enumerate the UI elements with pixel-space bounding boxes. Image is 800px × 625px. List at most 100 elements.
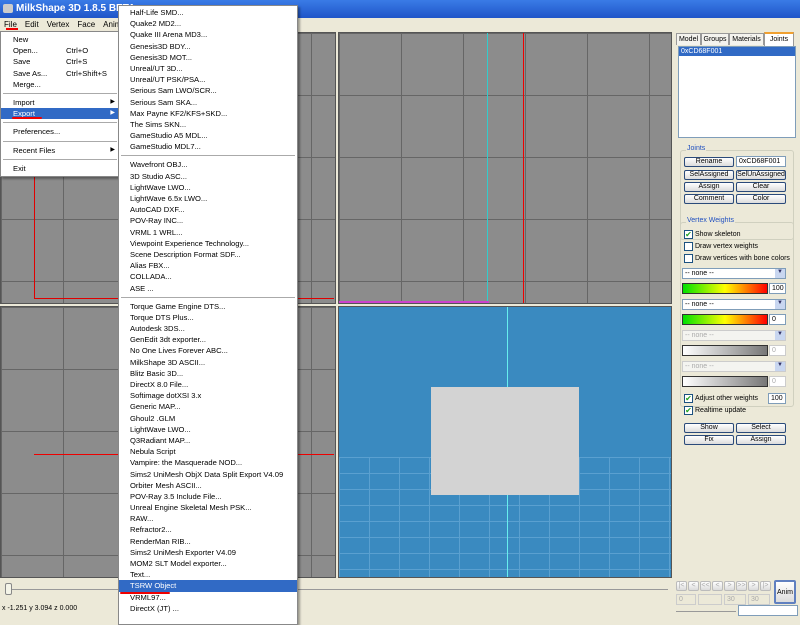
export-item[interactable]: Generic MAP... [130,402,181,412]
joint-list[interactable]: 0xCD68F001 [678,46,796,138]
export-item[interactable]: DirectX (JT) ... [130,603,179,613]
export-item[interactable]: AutoCAD DXF... [130,205,185,215]
tab-groups[interactable]: Groups [701,33,729,45]
weight-input[interactable]: 0 [769,376,786,387]
file-menu-item[interactable]: Import ▶ [1,97,119,108]
select-button[interactable]: Select [736,423,786,433]
export-item[interactable]: LightWave LWO... [130,424,191,434]
export-item[interactable]: No One Lives Forever ABC... [130,346,228,356]
export-item[interactable]: Ghoul2 .GLM [130,413,176,423]
weight-slider[interactable] [682,376,768,387]
frame-field[interactable]: 0 [676,594,696,605]
chevron-down-icon[interactable]: ▼ [775,300,785,309]
anim-button[interactable]: Anim [774,580,796,604]
file-menu-item[interactable]: Open... Ctrl+O [1,45,119,56]
anim-control-button[interactable]: |< [676,581,687,591]
assign-weights-button[interactable]: Assign [736,435,786,445]
export-item[interactable]: VRML 1 WRL... [130,227,183,237]
export-item[interactable]: Q3Radiant MAP... [130,435,191,445]
bone-select[interactable]: -- none -- [682,361,786,372]
show-button[interactable]: Show [684,423,734,433]
file-menu-item[interactable]: Exit [1,163,119,174]
file-menu-item[interactable]: Save As... Ctrl+Shift+S [1,68,119,79]
export-item[interactable]: Blitz Basic 3D... [130,368,184,378]
chevron-down-icon[interactable]: ▼ [775,331,785,340]
export-item[interactable]: LightWave LWO... [130,182,191,192]
draw-bone-colors-checkbox[interactable]: Draw vertices with bone colors [684,254,790,263]
export-item[interactable]: GenEdit 3dt exporter... [130,335,206,345]
export-item[interactable]: Softimage dotXSI 3.x [130,391,202,401]
joint-name-input[interactable]: 0xCD68F001 [736,156,786,167]
anim-control-button[interactable]: >> [736,581,747,591]
export-item[interactable]: Alias FBX... [130,261,170,271]
export-item[interactable]: MOM2 SLT Model exporter... [130,559,227,568]
file-menu-item[interactable]: Recent Files ▶ [1,145,119,156]
timeline-slider-thumb[interactable] [5,583,12,595]
export-item[interactable]: VRML97... [130,592,166,602]
weight-input[interactable]: 0 [769,345,786,356]
sel-unassigned-button[interactable]: SelUnAssigned [736,170,786,180]
export-item[interactable]: Max Payne KF2/KFS+SKD... [130,108,228,118]
export-item[interactable]: Genesis3D MOT... [130,52,193,62]
tab-materials[interactable]: Materials [729,33,764,45]
checkbox-icon[interactable]: ✔ [684,394,693,403]
export-item[interactable]: Unreal/UT 3D... [130,63,183,73]
draw-vertex-weights-checkbox[interactable]: Draw vertex weights [684,242,758,251]
export-item[interactable]: Unreal/UT PSK/PSA... [130,75,206,85]
fix-button[interactable]: Fix [684,435,734,445]
assign-button[interactable]: Assign [684,182,734,192]
export-item[interactable]: Quake III Arena MD3... [130,30,208,40]
chevron-down-icon[interactable]: ▼ [775,362,785,371]
export-item[interactable]: Wavefront OBJ... [130,160,188,170]
export-item[interactable]: Torque Game Engine DTS... [130,301,226,311]
menu-file[interactable]: File [4,20,17,29]
export-item[interactable]: Torque DTS Plus... [130,312,194,322]
export-item[interactable]: MilkShape 3D ASCII... [130,357,206,367]
clear-button[interactable]: Clear [736,182,786,192]
file-menu-item[interactable]: Preferences... [1,126,119,137]
export-item[interactable]: RAW... [130,514,154,524]
export-item[interactable]: Quake2 MD2... [130,19,182,29]
menu-face[interactable]: Face [77,20,96,29]
speed-slider[interactable] [676,611,736,612]
weight-slider[interactable] [682,345,768,356]
export-item[interactable]: Nebula Script [130,447,176,457]
export-item[interactable]: Scene Description Format SDF... [130,249,241,259]
viewport-side[interactable] [338,32,672,304]
comment-button[interactable]: Comment [684,194,734,204]
anim-control-button[interactable]: << [700,581,711,591]
bone-select[interactable]: -- none -- [682,330,786,341]
export-item[interactable]: Serious Sam SKA... [130,97,198,107]
weight-slider[interactable] [682,314,768,325]
export-item[interactable]: Sims2 UniMesh ObjX Data Split Export V4.… [130,469,284,479]
adjust-weight-input[interactable]: 100 [768,393,786,404]
show-skeleton-checkbox[interactable]: ✔ Show skeleton [684,230,741,239]
menu-anim[interactable]: Anim [103,20,122,29]
export-item[interactable]: DirectX 8.0 File... [130,380,189,389]
export-item[interactable]: Autodesk 3DS... [130,324,185,334]
bone-select[interactable]: -- none -- [682,299,786,310]
file-menu-item[interactable]: Merge... [1,79,119,90]
menu-vertex[interactable]: Vertex [46,20,70,29]
export-item[interactable]: Unreal Engine Skeletal Mesh PSK... [130,503,252,513]
rename-button[interactable]: Rename [684,157,734,167]
tab-joints[interactable]: Joints [764,32,794,46]
export-item[interactable]: LightWave 6.5x LWO... [130,194,208,203]
frame-field[interactable]: 30 [724,594,746,605]
export-item[interactable]: RenderMan RIB... [130,536,191,546]
export-item[interactable]: 3D Studio ASC... [130,171,187,181]
checkbox-icon[interactable]: ✔ [684,230,693,239]
export-item[interactable]: ASE ... [130,283,154,293]
export-item[interactable]: GameStudio A5 MDL... [130,131,208,141]
export-item[interactable]: Orbiter Mesh ASCII... [130,480,202,490]
weight-slider[interactable] [682,283,768,294]
chevron-down-icon[interactable]: ▼ [775,269,785,278]
export-item[interactable]: Half-Life SMD... [130,8,184,17]
menu-edit[interactable]: Edit [24,20,39,29]
anim-control-button[interactable]: |> [760,581,771,591]
checkbox-icon[interactable]: ✔ [684,406,693,415]
export-item[interactable]: POV-Ray 3.5 Include File... [130,491,222,501]
frame-field[interactable]: 30 [748,594,770,605]
file-menu-item[interactable]: New [1,34,119,45]
export-item[interactable]: GameStudio MDL7... [130,142,201,152]
